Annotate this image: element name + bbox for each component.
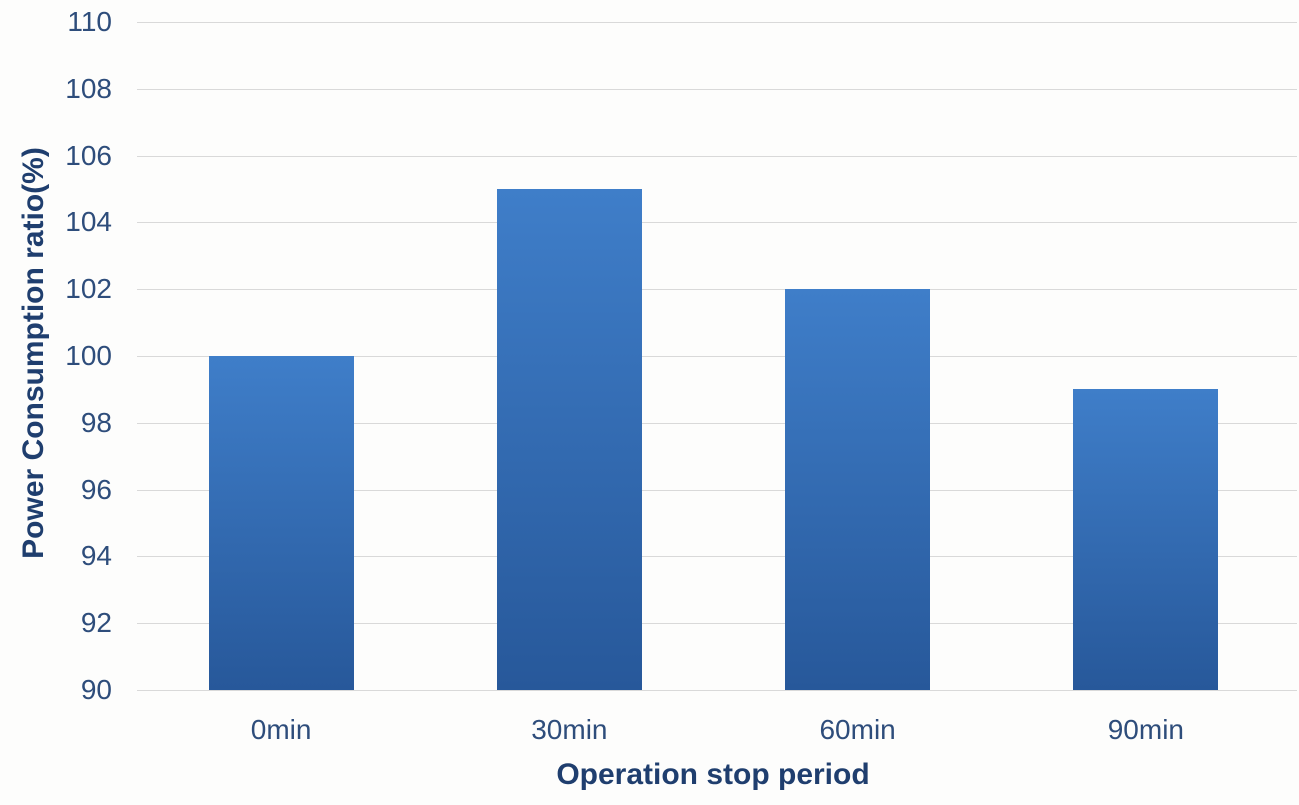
bar-0min <box>208 356 354 690</box>
gridline <box>137 88 1297 90</box>
gridline <box>137 22 1297 23</box>
bar-30min <box>496 189 642 690</box>
bar-90min <box>1073 389 1219 690</box>
gridline <box>137 155 1297 157</box>
x-axis-title: Operation stop period <box>556 758 870 791</box>
y-tick-label: 90 <box>80 674 112 705</box>
y-tick-label: 94 <box>80 540 112 572</box>
gridline <box>137 289 1297 291</box>
y-tick-label: 98 <box>80 406 112 438</box>
gridline <box>137 222 1297 224</box>
gridline <box>137 690 1297 691</box>
y-tick-label: 106 <box>65 139 112 171</box>
y-tick-label: 102 <box>65 273 112 305</box>
y-tick-label: 110 <box>67 6 112 37</box>
gridline <box>137 556 1297 558</box>
y-tick-label: 104 <box>65 206 112 238</box>
gridline <box>137 489 1297 491</box>
x-tick-label: 0min <box>250 714 312 745</box>
bar-60min <box>785 289 931 690</box>
y-tick-label: 108 <box>65 72 112 104</box>
gridline <box>137 422 1297 424</box>
y-tick-label: 92 <box>80 607 112 639</box>
gridline <box>137 623 1297 625</box>
x-tick-label: 60min <box>819 714 896 745</box>
gridline <box>137 356 1297 357</box>
y-tick-label: 96 <box>80 473 112 505</box>
x-tick-label: 30min <box>531 714 608 745</box>
y-tick-label: 100 <box>65 340 112 371</box>
x-tick-label: 90min <box>1107 714 1184 745</box>
